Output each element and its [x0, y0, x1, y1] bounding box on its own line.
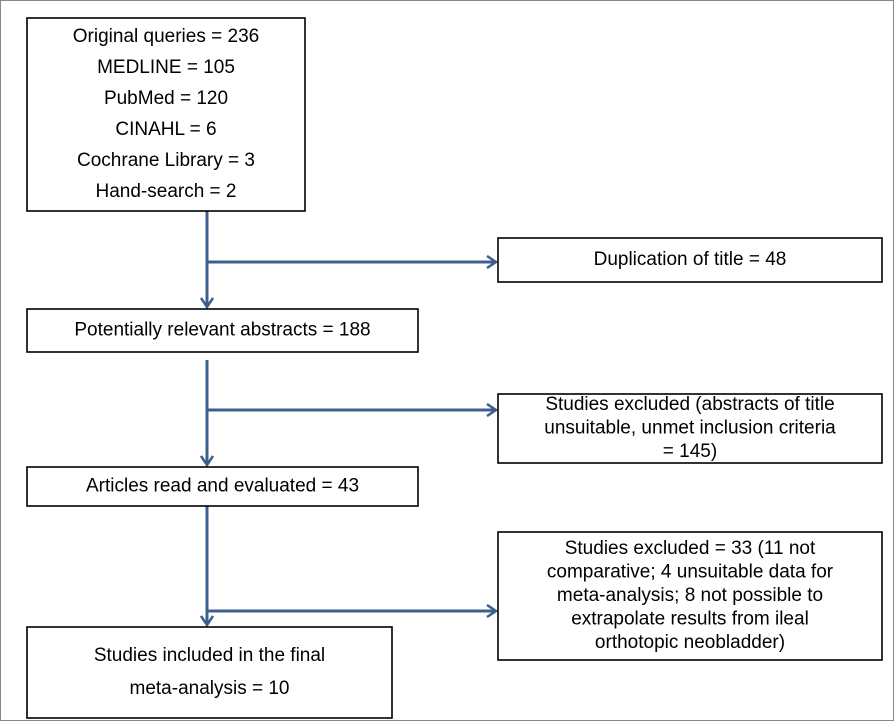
- node-box: [26, 308, 419, 353]
- node-text: Studies excluded (abstracts of title: [545, 394, 834, 415]
- node-text: extrapolate results from ileal: [571, 609, 809, 630]
- node-box: [497, 531, 883, 661]
- node-text: Hand-search = 2: [96, 181, 237, 202]
- node-box: [497, 237, 883, 283]
- node-box: [26, 626, 393, 719]
- node-text: Studies included in the final: [94, 645, 325, 666]
- node: Studies excluded = 33 (11 not comparative…: [497, 531, 883, 661]
- node-text: comparative; 4 unsuitable data for: [547, 562, 834, 583]
- node: Studies excluded (abstracts of title unsu…: [497, 393, 883, 464]
- node-text: Cochrane Library = 3: [77, 150, 255, 171]
- node-box: [497, 393, 883, 464]
- node-text: Potentially relevant abstracts = 188: [74, 320, 370, 341]
- node-text: Original queries = 236: [73, 26, 259, 47]
- node-text: Studies excluded = 33 (11 not: [565, 538, 816, 559]
- node-text: CINAHL = 6: [115, 119, 216, 140]
- node-text: = 145): [663, 441, 717, 462]
- node-text: meta-analysis = 10: [130, 678, 290, 699]
- node: Duplication of title = 48: [497, 237, 883, 283]
- node: Articles read and evaluated = 43: [26, 466, 419, 507]
- node-text: meta-analysis; 8 not possible to: [557, 585, 823, 606]
- node-text: orthotopic neobladder): [595, 632, 785, 653]
- node-text: unsuitable, unmet inclusion criteria: [544, 418, 836, 439]
- node-text: Articles read and evaluated = 43: [86, 476, 359, 497]
- node: Original queries = 236 MEDLINE = 105 PubMe…: [26, 17, 306, 212]
- node-text: Duplication of title = 48: [594, 249, 787, 270]
- node-box: [26, 466, 419, 507]
- node-text: PubMed = 120: [104, 88, 228, 109]
- node: Potentially relevant abstracts = 188: [26, 308, 419, 353]
- connectors: [207, 211, 496, 625]
- node-text: MEDLINE = 105: [97, 57, 235, 78]
- node-box: [26, 17, 306, 212]
- node: Studies included in the final meta-analys…: [26, 626, 393, 719]
